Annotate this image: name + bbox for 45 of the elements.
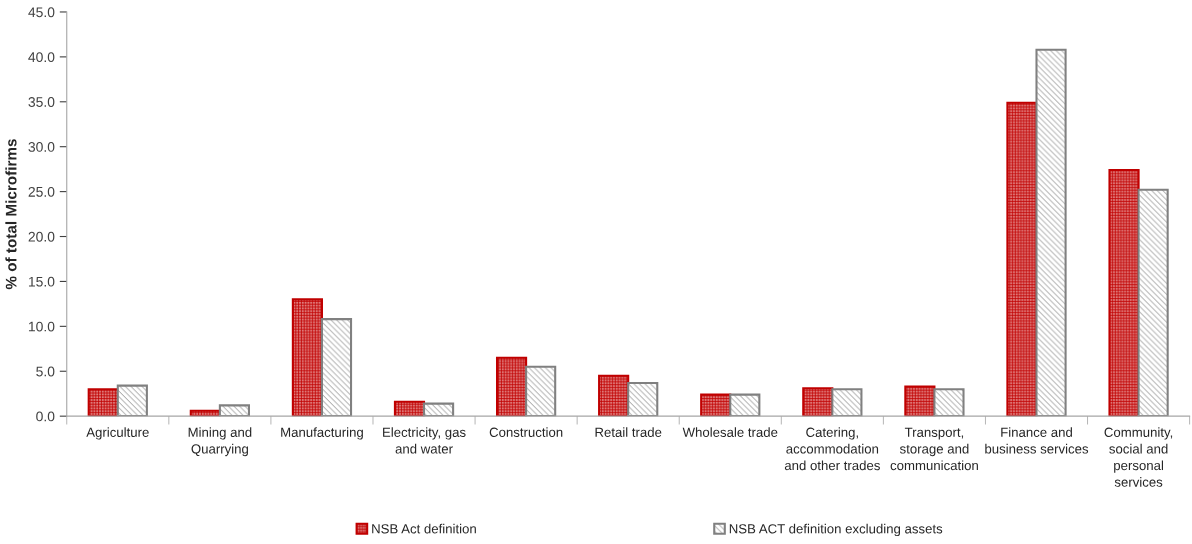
y-axis-title: % of total Microfirms (5, 139, 17, 290)
bar (1006, 101, 1038, 417)
y-tick-label: 10.0 (28, 321, 55, 332)
y-tick-label: 15.0 (28, 276, 55, 287)
y-tick-label: 30.0 (28, 142, 55, 152)
bar (291, 298, 323, 417)
bar (729, 393, 761, 417)
bar (1035, 48, 1067, 417)
x-tick-label: Finance and business services (985, 427, 1089, 454)
y-tick-label: 20.0 (28, 231, 55, 242)
bar (904, 385, 936, 417)
bar (1137, 188, 1169, 417)
bar (422, 402, 455, 417)
bar (87, 388, 119, 417)
x-tick-label: Agriculture (86, 427, 149, 440)
x-tick-label: Construction (489, 427, 563, 437)
bar (1108, 169, 1140, 417)
bar (116, 384, 148, 417)
y-tick-label: 0.0 (36, 411, 55, 422)
y-tick-label: 40.0 (28, 52, 55, 63)
legend-label: NSB Act definition (372, 523, 476, 534)
bar (933, 388, 965, 417)
x-tick-label: Retail trade (595, 427, 662, 437)
x-tick-label: Community, social and personal services (1104, 427, 1173, 487)
x-tick-label: Wholesale trade (682, 427, 778, 437)
legend-label: NSB ACT definition excluding assets (729, 523, 943, 537)
y-tick-label: 45.0 (28, 7, 55, 18)
bar (700, 393, 732, 417)
x-tick-label: Electricity, gas and water (383, 427, 466, 454)
bar (320, 318, 353, 417)
x-tick-label: Transport, storage and communication (890, 427, 978, 471)
bar (393, 400, 426, 417)
y-tick-label: 25.0 (28, 186, 55, 197)
x-tick-label: Catering, accommodation and other trades (784, 427, 880, 471)
bar (525, 365, 557, 417)
bar (218, 404, 250, 417)
bar (627, 381, 659, 417)
bar (831, 388, 863, 417)
x-tick-label: Mining and Quarrying (188, 427, 252, 457)
bar (598, 374, 630, 417)
x-tick-label: Manufacturing (281, 427, 363, 440)
y-tick-label: 5.0 (36, 366, 55, 377)
bar (495, 356, 528, 417)
bar (802, 387, 834, 417)
y-tick-label: 35.0 (28, 97, 55, 107)
